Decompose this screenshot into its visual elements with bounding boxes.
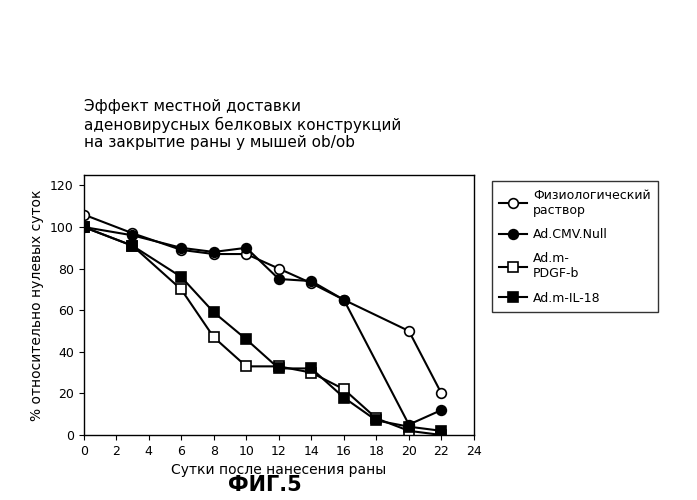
Line: Ad.m-IL-18: Ad.m-IL-18	[79, 222, 446, 436]
Ad.m-IL-18	[437, 428, 445, 434]
Физиологический
раствор	[405, 328, 413, 334]
Ad.CMV.Null	[275, 276, 283, 282]
Ad.CMV.Null	[177, 245, 185, 251]
Ad.m-
PDGF-b	[275, 364, 283, 370]
Text: ФИГ.5: ФИГ.5	[228, 475, 302, 495]
Legend: Физиологический
раствор, Ad.CMV.Null, Ad.m-
PDGF-b, Ad.m-IL-18: Физиологический раствор, Ad.CMV.Null, Ad…	[492, 181, 658, 312]
Физиологический
раствор	[177, 247, 185, 253]
Line: Ad.m-
PDGF-b: Ad.m- PDGF-b	[79, 222, 446, 440]
Ad.m-
PDGF-b	[307, 370, 316, 376]
Физиологический
раствор	[307, 280, 316, 286]
Ad.m-
PDGF-b	[405, 428, 413, 434]
Физиологический
раствор	[242, 251, 250, 257]
Ad.m-
PDGF-b	[437, 432, 445, 438]
Ad.m-
PDGF-b	[79, 224, 88, 230]
Ad.m-IL-18	[307, 366, 316, 372]
Ad.CMV.Null	[307, 278, 316, 284]
Физиологический
раствор	[339, 297, 348, 303]
Ad.m-
PDGF-b	[372, 416, 381, 422]
Ad.CMV.Null	[210, 249, 218, 255]
Line: Ad.CMV.Null: Ad.CMV.Null	[79, 222, 446, 430]
Ad.m-
PDGF-b	[242, 364, 250, 370]
Физиологический
раствор	[275, 266, 283, 272]
Ad.m-
PDGF-b	[177, 286, 185, 292]
Ad.m-
PDGF-b	[339, 386, 348, 392]
Ad.m-IL-18	[210, 310, 218, 316]
Ad.m-IL-18	[372, 418, 381, 424]
Ad.m-IL-18	[242, 336, 250, 342]
Физиологический
раствор	[437, 390, 445, 396]
Физиологический
раствор	[210, 251, 218, 257]
Ad.m-IL-18	[79, 224, 88, 230]
Ad.CMV.Null	[242, 245, 250, 251]
Ad.m-
PDGF-b	[128, 242, 137, 248]
Ad.m-IL-18	[339, 394, 348, 400]
Ad.CMV.Null	[79, 224, 88, 230]
Ad.m-
PDGF-b	[210, 334, 218, 340]
Ad.m-IL-18	[177, 274, 185, 280]
Ad.CMV.Null	[405, 422, 413, 428]
Y-axis label: % относительно нулевых суток: % относительно нулевых суток	[31, 189, 45, 421]
Ad.CMV.Null	[339, 297, 348, 303]
Физиологический
раствор	[128, 230, 137, 236]
Ad.CMV.Null	[128, 232, 137, 238]
Ad.m-IL-18	[405, 424, 413, 430]
Ad.m-IL-18	[275, 366, 283, 372]
X-axis label: Сутки после нанесения раны: Сутки после нанесения раны	[171, 464, 386, 477]
Ad.m-IL-18	[128, 242, 137, 248]
Line: Физиологический
раствор: Физиологический раствор	[79, 210, 446, 398]
Физиологический
раствор	[79, 212, 88, 218]
Text: Эффект местной доставки
аденовирусных белковых конструкций
на закрытие раны у мы: Эффект местной доставки аденовирусных бе…	[84, 99, 401, 150]
Ad.CMV.Null	[437, 407, 445, 413]
